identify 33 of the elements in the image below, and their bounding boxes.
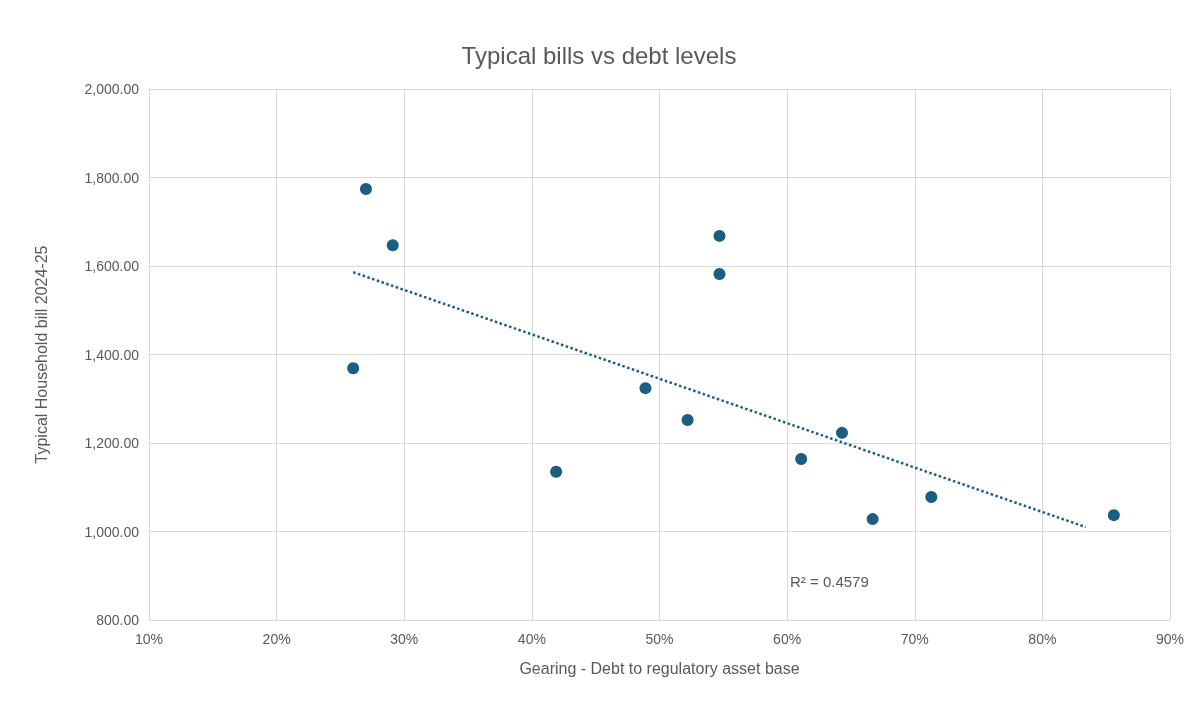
x-tick-label: 90% bbox=[1155, 631, 1185, 647]
y-tick-label: 1,000.00 bbox=[84, 523, 140, 540]
x-axis-title: Gearing - Debt to regulatory asset base bbox=[519, 659, 800, 677]
point bbox=[866, 513, 879, 526]
x-tick-label: 40% bbox=[517, 631, 546, 647]
point bbox=[347, 362, 360, 375]
point bbox=[713, 229, 726, 242]
x-tick-label: 60% bbox=[773, 631, 802, 647]
point bbox=[639, 382, 652, 395]
y-axis-title: Typical Household bill 2024-25 bbox=[32, 245, 50, 464]
y-tick-label: 1,400.00 bbox=[84, 346, 140, 363]
y-tick-label: 800.00 bbox=[96, 612, 140, 628]
point bbox=[836, 426, 848, 439]
point bbox=[1107, 509, 1120, 522]
y-tick-label: 1,200.00 bbox=[84, 435, 140, 451]
y-tick-label: 2,000.00 bbox=[84, 81, 140, 97]
point bbox=[359, 183, 372, 195]
x-tick-label: 20% bbox=[262, 631, 291, 647]
point bbox=[681, 413, 694, 426]
annotation: R² = 0.4579 bbox=[790, 573, 869, 590]
x-tick-label: 80% bbox=[1028, 631, 1057, 647]
point bbox=[550, 465, 563, 478]
point bbox=[386, 239, 399, 252]
point bbox=[795, 452, 808, 465]
x-tick-label: 30% bbox=[390, 631, 419, 647]
chart-title: Typical bills vs debt levels bbox=[461, 41, 737, 69]
point bbox=[713, 267, 726, 280]
x-tick-label: 10% bbox=[134, 631, 164, 647]
x-tick-label: 70% bbox=[900, 631, 929, 647]
point bbox=[925, 490, 938, 503]
y-tick-label: 1,600.00 bbox=[84, 258, 140, 274]
y-tick-label: 1,800.00 bbox=[84, 169, 140, 186]
x-tick-label: 50% bbox=[645, 631, 674, 647]
